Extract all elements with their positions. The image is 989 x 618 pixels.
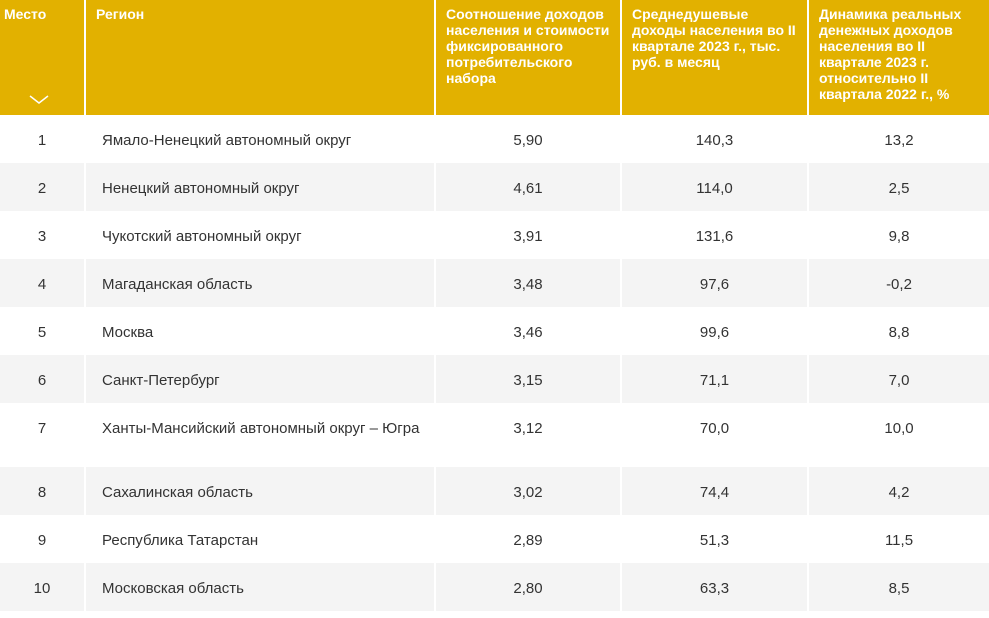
cell-ratio: 3,02 [435, 467, 622, 515]
table-row: 4 Магаданская область 3,48 97,6 -0,2 [0, 259, 989, 307]
cell-income: 70,0 [621, 403, 809, 467]
cell-dynamics: 10,0 [808, 403, 989, 467]
cell-rank: 5 [0, 307, 86, 355]
cell-rank: 6 [0, 355, 86, 403]
cell-rank: 9 [0, 515, 86, 563]
table-row: 5 Москва 3,46 99,6 8,8 [0, 307, 989, 355]
cell-dynamics: 9,8 [808, 211, 989, 259]
column-header-dynamics[interactable]: Динамика реальных денежных доходов насел… [808, 0, 989, 115]
cell-income: 140,3 [621, 115, 809, 163]
cell-income: 131,6 [621, 211, 809, 259]
cell-income: 63,3 [621, 563, 809, 611]
cell-region: Московская область [85, 563, 436, 611]
cell-rank: 7 [0, 403, 86, 467]
cell-region: Ханты-Мансийский автономный округ – Югра [85, 403, 436, 467]
cell-ratio: 3,91 [435, 211, 622, 259]
cell-ratio: 3,46 [435, 307, 622, 355]
cell-dynamics: 4,2 [808, 467, 989, 515]
cell-income: 99,6 [621, 307, 809, 355]
column-header-label: Среднедушевые доходы населения во II ква… [632, 6, 796, 70]
cell-ratio: 4,61 [435, 163, 622, 211]
table-row: 7 Ханты-Мансийский автономный округ – Юг… [0, 403, 989, 467]
cell-ratio: 2,80 [435, 563, 622, 611]
chevron-down-icon[interactable] [28, 93, 50, 109]
cell-ratio: 5,90 [435, 115, 622, 163]
cell-region: Ненецкий автономный округ [85, 163, 436, 211]
cell-ratio: 3,48 [435, 259, 622, 307]
column-header-ratio[interactable]: Соотношение доходов населения и стоимост… [435, 0, 622, 115]
table-header-row: Место Регион Соотношение доходов населен… [0, 0, 989, 115]
column-header-label: Регион [96, 6, 145, 22]
cell-region: Чукотский автономный округ [85, 211, 436, 259]
cell-region: Магаданская область [85, 259, 436, 307]
cell-dynamics: 7,0 [808, 355, 989, 403]
cell-rank: 4 [0, 259, 86, 307]
table-row: 3 Чукотский автономный округ 3,91 131,6 … [0, 211, 989, 259]
cell-income: 74,4 [621, 467, 809, 515]
cell-region: Республика Татарстан [85, 515, 436, 563]
cell-rank: 1 [0, 115, 86, 163]
cell-region: Москва [85, 307, 436, 355]
cell-income: 114,0 [621, 163, 809, 211]
cell-income: 71,1 [621, 355, 809, 403]
cell-rank: 8 [0, 467, 86, 515]
cell-income: 97,6 [621, 259, 809, 307]
column-header-label: Место [4, 6, 47, 22]
column-header-label: Соотношение доходов населения и стоимост… [446, 6, 610, 86]
cell-region: Санкт-Петербург [85, 355, 436, 403]
cell-dynamics: 13,2 [808, 115, 989, 163]
cell-income: 51,3 [621, 515, 809, 563]
cell-region: Ямало-Ненецкий автономный округ [85, 115, 436, 163]
cell-dynamics: -0,2 [808, 259, 989, 307]
cell-ratio: 3,12 [435, 403, 622, 467]
table-row: 1 Ямало-Ненецкий автономный округ 5,90 1… [0, 115, 989, 163]
cell-rank: 2 [0, 163, 86, 211]
cell-region: Сахалинская область [85, 467, 436, 515]
table-row: 9 Республика Татарстан 2,89 51,3 11,5 [0, 515, 989, 563]
column-header-income[interactable]: Среднедушевые доходы населения во II ква… [621, 0, 809, 115]
cell-dynamics: 2,5 [808, 163, 989, 211]
table-row: 2 Ненецкий автономный округ 4,61 114,0 2… [0, 163, 989, 211]
table-row: 8 Сахалинская область 3,02 74,4 4,2 [0, 467, 989, 515]
table-row: 10 Московская область 2,80 63,3 8,5 [0, 563, 989, 611]
cell-ratio: 2,89 [435, 515, 622, 563]
column-header-region[interactable]: Регион [85, 0, 436, 115]
column-header-rank[interactable]: Место [0, 0, 86, 115]
cell-dynamics: 8,5 [808, 563, 989, 611]
cell-dynamics: 11,5 [808, 515, 989, 563]
column-header-label: Динамика реальных денежных доходов насел… [819, 6, 962, 102]
table-row: 6 Санкт-Петербург 3,15 71,1 7,0 [0, 355, 989, 403]
cell-rank: 3 [0, 211, 86, 259]
cell-dynamics: 8,8 [808, 307, 989, 355]
cell-ratio: 3,15 [435, 355, 622, 403]
cell-rank: 10 [0, 563, 86, 611]
